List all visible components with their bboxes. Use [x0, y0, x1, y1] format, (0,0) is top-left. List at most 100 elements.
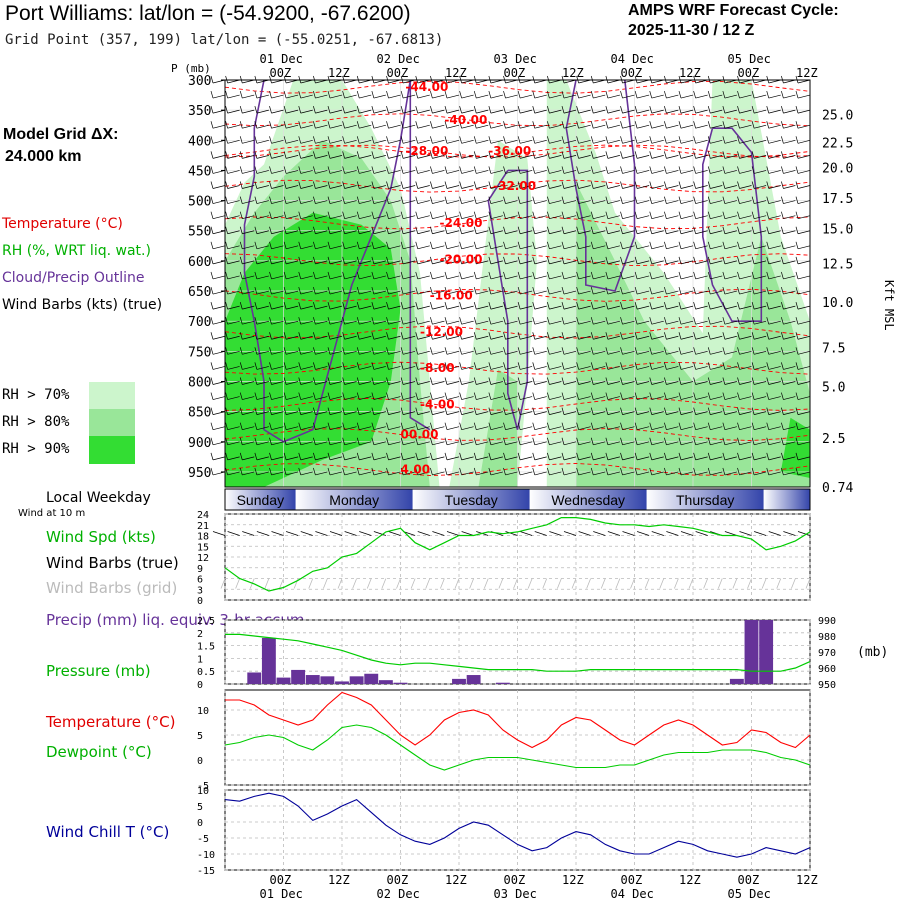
- xsec-wind-barb: [578, 230, 591, 235]
- xsec-wind-barb: [286, 350, 299, 355]
- wind-barb-grid: [469, 578, 474, 589]
- xsec-wind-barb-flag: [517, 211, 521, 219]
- xsec-wind-barb: [534, 366, 547, 370]
- xsec-wind-barb-flag: [269, 121, 272, 129]
- xsec-wind-barb: [300, 381, 313, 385]
- xsec-wind-barb-flag: [561, 362, 565, 370]
- xsec-wind-barb-flag: [503, 392, 506, 400]
- xsec-wind-barb: [739, 305, 752, 310]
- windchill-panel-tick-label: -15: [197, 866, 215, 877]
- xsec-wind-barb-flag: [605, 136, 609, 144]
- xsec-wind-barb: [578, 139, 591, 144]
- xsec-wind-barb: [549, 200, 562, 204]
- xsec-wind-barb-flag: [503, 467, 506, 476]
- xsec-wind-barb-flag: [254, 151, 258, 159]
- precip-bar: [393, 682, 408, 684]
- xsec-wind-barb-flag: [605, 121, 609, 129]
- xsec-wind-barb: [724, 200, 737, 204]
- xsec-wind-barb: [490, 124, 503, 129]
- cloud-outline: [243, 79, 412, 443]
- xsec-wind-barb-flag: [386, 181, 389, 189]
- xsec-wind-barb: [490, 139, 503, 144]
- xsec-wind-barb-flag: [430, 106, 433, 114]
- xsec-wind-barb: [651, 215, 664, 220]
- xsec-wind-barb: [242, 366, 255, 370]
- xsec-wind-barb-flag: [590, 332, 594, 340]
- xsec-wind-barb-flag: [795, 286, 799, 295]
- xsec-wind-barb-flag: [298, 332, 302, 340]
- xsec-wind-barb: [227, 109, 240, 114]
- xsec-wind-barb-flag: [239, 121, 243, 129]
- xsec-wind-barb: [739, 290, 752, 295]
- xsec-wind-barb: [490, 320, 503, 325]
- xsec-wind-barb: [242, 185, 255, 189]
- xsec-wind-barb: [607, 109, 620, 114]
- xsec-wind-barb-flag: [356, 437, 360, 445]
- xsec-wind-barb: [563, 350, 577, 355]
- weekday-label: Thursday: [676, 492, 734, 508]
- xsec-wind-barb-flag: [576, 211, 579, 219]
- xsec-wind-barb-flag: [561, 407, 565, 415]
- xsec-wind-barb-flag: [678, 90, 682, 99]
- xsec-wind-barb: [797, 185, 811, 189]
- xsec-wind-barb: [520, 350, 533, 355]
- xsec-wind-barb: [461, 260, 474, 265]
- xsec-wind-barb-flag: [400, 136, 404, 144]
- xsec-wind-barb-flag: [766, 347, 770, 355]
- xsec-wind-barb-flag: [517, 256, 521, 264]
- xsec-wind-barb-flag: [766, 452, 770, 460]
- xsec-wind-barb-flag: [298, 106, 302, 114]
- xsec-wind-barb-flag: [269, 332, 272, 340]
- xsec-wind-barb: [476, 441, 489, 446]
- xsec-wind-barb-flag: [313, 256, 316, 264]
- xsec-wind-barb: [403, 366, 416, 370]
- xsec-wind-barb-flag: [444, 166, 448, 174]
- xsec-wind-barb: [637, 471, 650, 476]
- xsec-wind-barb: [242, 396, 255, 400]
- model-grid-label: Model Grid ΔX:: [3, 126, 119, 143]
- xsec-wind-barb: [739, 471, 752, 476]
- xsec-wind-barb-flag: [532, 211, 536, 219]
- xsec-wind-barb-flag: [371, 377, 375, 385]
- xsec-wind-barb-flag: [766, 332, 770, 340]
- xsec-wind-barb: [432, 411, 445, 415]
- isotherm-label: -20.00: [440, 253, 483, 267]
- xsec-wind-barb-flag: [488, 302, 492, 310]
- precip-bar: [466, 675, 481, 684]
- xsec-wind-barb-flag: [254, 136, 258, 144]
- wind-barb-true: [593, 531, 606, 536]
- xsec-wind-barb-flag: [649, 166, 653, 174]
- wind-barb-grid: [498, 578, 504, 589]
- xsec-wind-barb-flag: [210, 422, 214, 430]
- xsec-wind-barb: [417, 275, 430, 280]
- xsec-wind-barb-flag: [415, 211, 419, 219]
- xsec-wind-barb-flag: [766, 392, 770, 400]
- wind-barb-true: [797, 531, 811, 536]
- weekday-label: Tuesday: [445, 492, 498, 508]
- xsec-wind-barb-flag: [693, 136, 696, 144]
- xsec-wind-barb-flag: [649, 332, 653, 340]
- isotherm-label: -12.00: [420, 325, 463, 339]
- xsec-wind-barb-flag: [210, 437, 214, 445]
- xsec-wind-barb-flag: [503, 302, 506, 310]
- xsec-wind-barb-flag: [210, 271, 214, 280]
- xsec-wind-barb-flag: [459, 347, 462, 355]
- xsec-wind-barb: [695, 456, 708, 461]
- pressure-axis-label: P (mb): [171, 62, 211, 75]
- xsec-wind-barb-flag: [254, 437, 258, 445]
- xsec-wind-barb-flag: [342, 226, 345, 234]
- xsec-wind-barb: [563, 170, 577, 174]
- xsec-wind-barb: [446, 260, 460, 265]
- xsec-wind-barb-flag: [444, 302, 448, 310]
- xsec-wind-barb: [768, 411, 781, 415]
- xsec-wind-barb: [417, 335, 430, 340]
- xsec-wind-barb-flag: [795, 241, 799, 249]
- xsec-wind-barb: [534, 305, 547, 310]
- isotherm-label: -8.00: [420, 361, 455, 375]
- xsec-wind-barb-flag: [269, 166, 272, 174]
- xsec-wind-barb-flag: [634, 302, 638, 310]
- xsec-wind-barb-flag: [532, 422, 536, 430]
- xsec-wind-barb: [242, 411, 255, 415]
- wind-panel-tick-label: 9: [197, 564, 203, 575]
- xsec-wind-barb-flag: [430, 347, 433, 355]
